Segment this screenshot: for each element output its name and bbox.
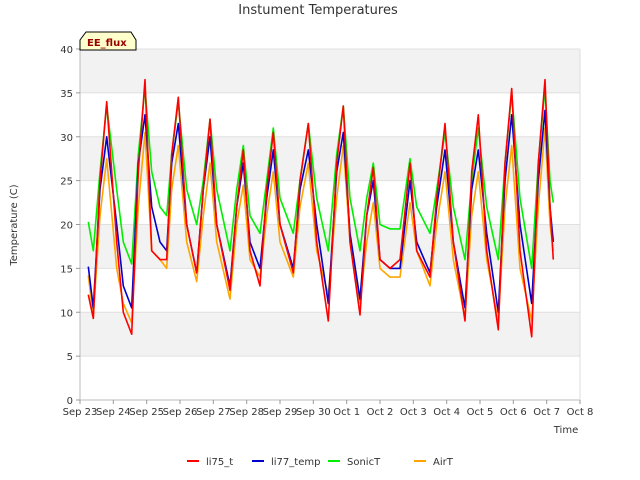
chart-title: Instument Temperatures [238, 3, 398, 18]
y-tick-label: 10 [60, 308, 73, 319]
series-line-li75_t [87, 78, 555, 338]
grid-band [80, 49, 580, 93]
y-tick-label: 30 [60, 133, 73, 144]
x-tick-label: Oct 3 [400, 407, 427, 418]
x-tick-label: Oct 4 [433, 407, 460, 418]
y-tick-label: 15 [60, 264, 73, 275]
x-tick-label: Sep 24 [96, 407, 131, 418]
y-axis-title: Temperature (C) [9, 184, 20, 266]
x-tick-label: Oct 1 [333, 407, 360, 418]
legend: li75_t li77_temp SonicT AirT [187, 457, 454, 468]
grid-band [80, 180, 580, 225]
y-tick-label: 40 [60, 45, 73, 56]
x-tick-label: Oct 7 [533, 407, 560, 418]
y-tick-label: 20 [60, 221, 73, 232]
legend-label-SonicT: SonicT [347, 457, 381, 468]
y-tick-label: 0 [67, 396, 73, 407]
x-tick-label: Oct 8 [567, 407, 594, 418]
x-axis-title: Time [553, 425, 578, 436]
legend-label-li75_t: li75_t [206, 457, 233, 468]
y-tick-label: 5 [67, 352, 73, 363]
grid-band [80, 92, 580, 137]
x-tick-label: Sep 26 [163, 407, 198, 418]
x-tick-label: Oct 2 [367, 407, 394, 418]
legend-label-li77_temp: li77_temp [271, 457, 320, 468]
x-tick-label: Sep 23 [63, 407, 98, 418]
x-tick-label: Sep 25 [129, 407, 164, 418]
x-tick-label: Sep 30 [296, 407, 331, 418]
grid-band [80, 356, 580, 400]
x-tick-label: Sep 28 [229, 407, 264, 418]
grid-band [80, 312, 580, 357]
badge-box [79, 31, 137, 51]
y-tick-label: 35 [60, 89, 73, 100]
y-tick-label: 25 [60, 177, 73, 188]
ee-flux-badge: EE_flux [79, 31, 137, 51]
x-tick-label: Sep 27 [196, 407, 231, 418]
legend-label-AirT: AirT [433, 457, 454, 468]
x-tick-label: Sep 29 [263, 407, 298, 418]
x-tick-label: Oct 6 [500, 407, 527, 418]
badge-label: EE_flux [87, 38, 127, 49]
x-tick-label: Oct 5 [467, 407, 494, 418]
grid-band [80, 136, 580, 181]
